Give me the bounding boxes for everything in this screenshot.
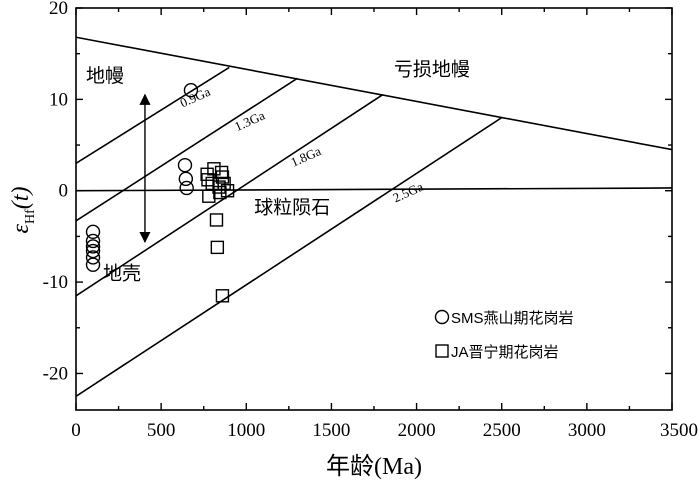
reference-line-1 bbox=[76, 187, 672, 192]
point-1-9 bbox=[220, 184, 235, 198]
plot-frame bbox=[75, 7, 673, 411]
point-1-1 bbox=[214, 165, 229, 180]
point-1-11 bbox=[209, 213, 224, 227]
point-1-12 bbox=[210, 240, 225, 255]
point-0-1 bbox=[177, 157, 193, 173]
x-tick-label-6: 3000 bbox=[568, 420, 606, 441]
x-tick-label-2: 1000 bbox=[227, 420, 265, 441]
y-axis-label-sub: Hf bbox=[23, 209, 38, 224]
reference-line-label-3: 1.3Ga bbox=[232, 108, 267, 135]
point-0-0 bbox=[183, 83, 199, 98]
x-tick-label-5: 2500 bbox=[483, 420, 521, 441]
legend: SMS燕山期花岗岩 JA晋宁期花岗岩 bbox=[434, 309, 574, 361]
point-0-5 bbox=[85, 233, 101, 249]
point-0-7 bbox=[85, 243, 101, 259]
svg-text:εHf(t): εHf(t) bbox=[8, 187, 38, 234]
y-axis-label-main: ε bbox=[8, 223, 34, 233]
point-0-2 bbox=[178, 171, 194, 187]
point-1-4 bbox=[201, 173, 215, 187]
point-0-4 bbox=[85, 224, 101, 240]
point-0-9 bbox=[85, 257, 101, 272]
y-tick-label-3: 10 bbox=[49, 89, 68, 110]
x-tick-label-4: 2000 bbox=[398, 420, 436, 441]
y-axis-label: εHf(t) bbox=[8, 187, 38, 234]
x-tick-label-3: 1500 bbox=[312, 420, 350, 441]
reference-line-label-4: 1.8Ga bbox=[288, 143, 323, 170]
y-tick-labels: -20 -10 0 10 20 bbox=[43, 0, 68, 384]
y-tick-label-1: -10 bbox=[43, 272, 68, 293]
reference-line-label-2: 0.9Ga bbox=[178, 84, 213, 111]
legend-label-0: SMS燕山期花岗岩 bbox=[451, 310, 574, 327]
point-1-13 bbox=[215, 289, 230, 303]
y-tick-label-4: 20 bbox=[49, 0, 68, 19]
reference-line-3 bbox=[76, 77, 298, 222]
region-label-2: 球粒陨石 bbox=[254, 197, 330, 219]
point-0-8 bbox=[85, 250, 101, 265]
x-tick-labels: 0 500 1000 1500 2000 2500 3000 3500 bbox=[71, 420, 698, 441]
reference-line-4 bbox=[76, 94, 383, 297]
point-0-6 bbox=[85, 239, 101, 254]
reference-line-5 bbox=[76, 116, 503, 397]
x-tick-label-1: 500 bbox=[147, 420, 176, 441]
axis-ticks bbox=[75, 7, 673, 410]
legend-label-1: JA晋宁期花岗岩 bbox=[451, 344, 559, 361]
point-0-3 bbox=[179, 180, 194, 196]
data-points bbox=[85, 83, 235, 303]
point-1-10 bbox=[202, 189, 216, 203]
x-axis-label: 年龄(Ma) bbox=[326, 453, 422, 480]
region-label-0: 地幔 bbox=[86, 65, 124, 87]
legend-marker-0 bbox=[434, 309, 450, 325]
reference-lines bbox=[76, 36, 672, 397]
y-tick-label-0: -20 bbox=[43, 363, 68, 384]
x-tick-label-0: 0 bbox=[71, 420, 81, 441]
y-axis-label-arg: (t) bbox=[8, 187, 34, 210]
y-tick-label-2: 0 bbox=[59, 181, 69, 202]
point-1-7 bbox=[217, 176, 231, 191]
reference-line-2 bbox=[76, 66, 230, 164]
reference-line-label-5: 2.5Ga bbox=[391, 179, 426, 206]
region-label-1: 亏损地幔 bbox=[394, 59, 470, 81]
x-tick-label-7: 3500 bbox=[660, 420, 698, 441]
point-1-8 bbox=[213, 185, 227, 200]
reference-line-0 bbox=[76, 36, 672, 151]
region-label-3: 地壳 bbox=[103, 262, 141, 284]
legend-marker-1 bbox=[435, 344, 449, 358]
